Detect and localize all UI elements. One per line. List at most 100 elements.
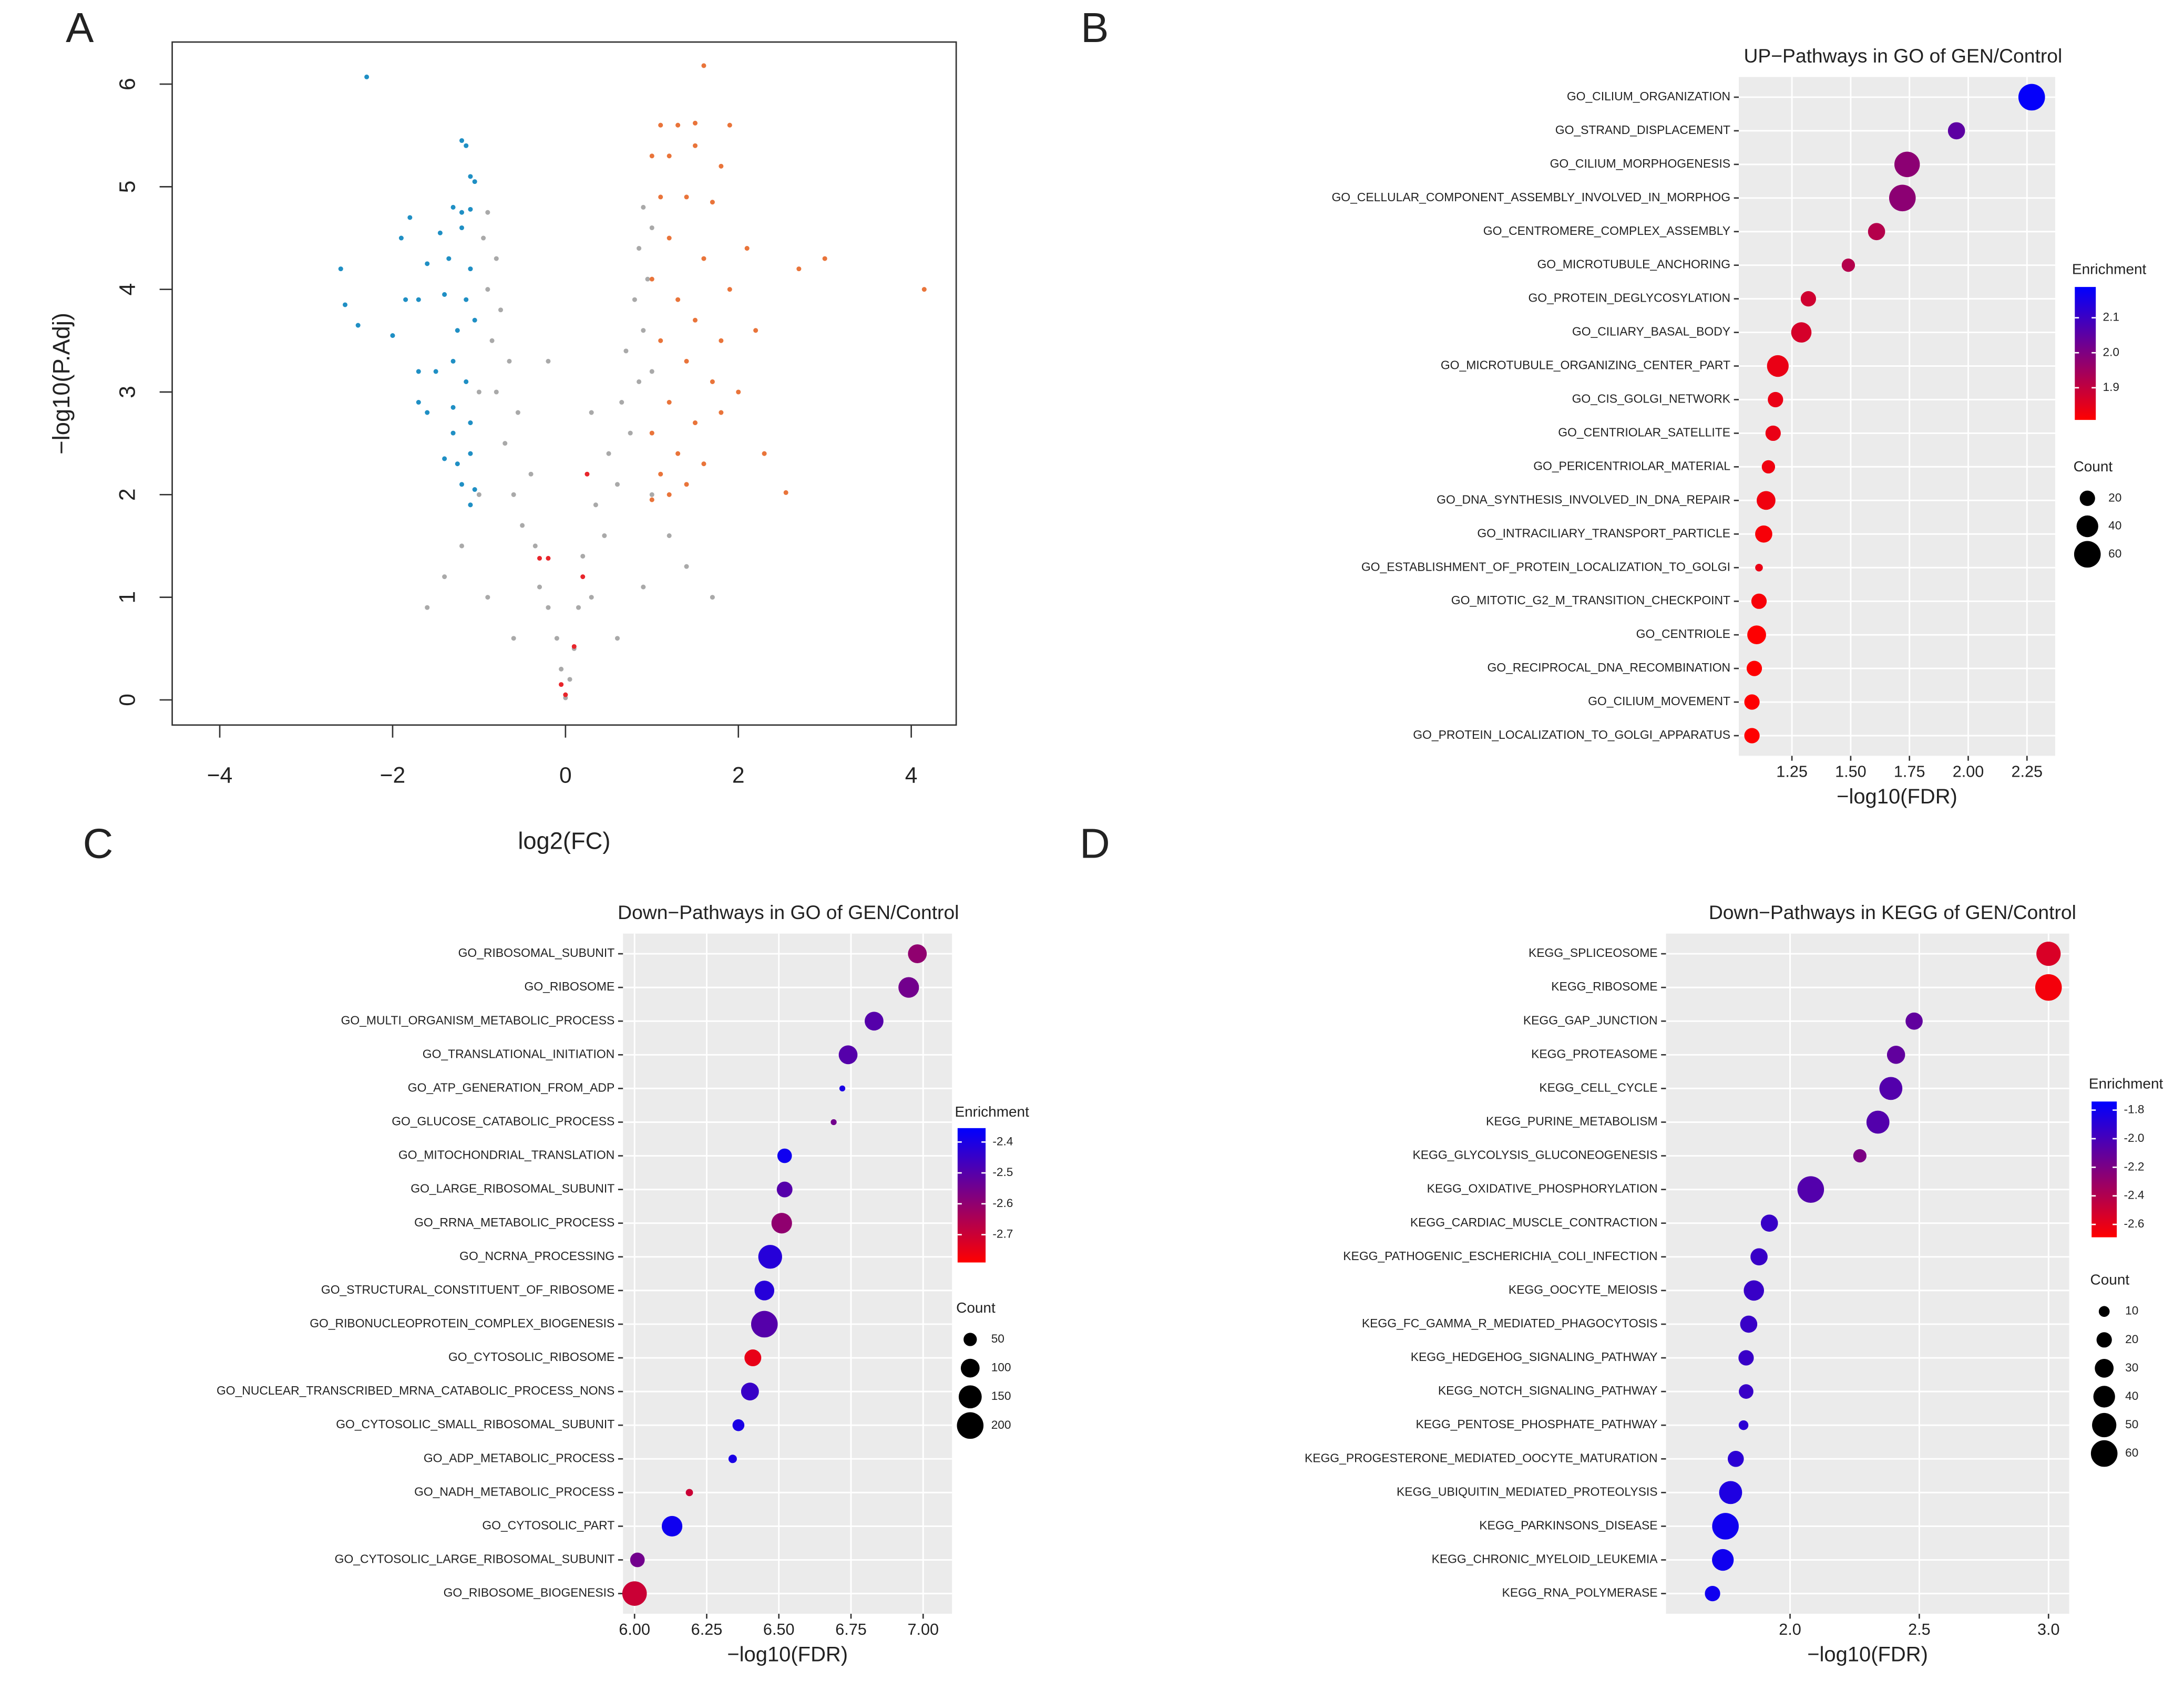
- bubble: [1765, 425, 1781, 441]
- bubble: [1739, 1384, 1754, 1399]
- y-tick-label: KEGG_GAP_JUNCTION: [1523, 1013, 1658, 1027]
- y-tick-label: KEGG_NOTCH_SIGNALING_PATHWAY: [1438, 1384, 1658, 1397]
- size-key: [2074, 541, 2101, 568]
- y-tick-label: GO_STRAND_DISPLACEMENT: [1555, 123, 1730, 137]
- size-key: [2092, 1412, 2117, 1438]
- bubble: [758, 1245, 782, 1269]
- plot-frame: [171, 41, 957, 726]
- y-tick-label: GO_CENTRIOLAR_SATELLITE: [1558, 425, 1730, 439]
- bubble: [1894, 151, 1920, 178]
- point: [416, 399, 421, 405]
- point: [554, 636, 559, 641]
- colorbar: [957, 1128, 986, 1263]
- bubble: [1797, 1176, 1824, 1203]
- y-tick-label: KEGG_GLYCOLYSIS_GLUCONEOGENESIS: [1413, 1148, 1658, 1162]
- size-key: [2095, 1358, 2114, 1378]
- y-tick-label: GO_MULTI_ORGANISM_METABOLIC_PROCESS: [341, 1013, 615, 1027]
- y-tick-label: KEGG_RNA_POLYMERASE: [1502, 1586, 1658, 1600]
- colorbar-label: -2.4: [2124, 1189, 2144, 1202]
- point: [472, 317, 477, 323]
- x-tick-label: 7.00: [907, 1621, 939, 1638]
- panel-label: B: [1081, 4, 1109, 51]
- size-label: 100: [991, 1361, 1011, 1374]
- point: [407, 215, 413, 220]
- point: [450, 405, 456, 410]
- point: [390, 333, 395, 338]
- point: [580, 574, 586, 580]
- point: [442, 456, 447, 461]
- y-tick-label: GO_CIS_GOLGI_NETWORK: [1572, 392, 1731, 406]
- point: [710, 379, 715, 384]
- point: [641, 584, 646, 590]
- point: [628, 430, 633, 436]
- point: [692, 143, 698, 148]
- point: [675, 297, 681, 302]
- y-tick-label: KEGG_OXIDATIVE_PHOSPHORYLATION: [1427, 1182, 1658, 1195]
- point: [684, 482, 689, 487]
- size-label: 50: [991, 1332, 1004, 1345]
- bubble: [1841, 259, 1855, 272]
- point: [692, 317, 698, 323]
- x-tick-label: 3.0: [2037, 1621, 2060, 1638]
- point: [468, 266, 473, 272]
- x-tick-label: 6.00: [619, 1621, 650, 1638]
- colorbar-label: -2.7: [992, 1228, 1013, 1241]
- bubble: [1800, 291, 1817, 307]
- colorbar-label: -2.4: [992, 1135, 1013, 1148]
- y-tick-label: KEGG_UBIQUITIN_MEDIATED_PROTEOLYSIS: [1397, 1484, 1658, 1498]
- point: [567, 677, 572, 682]
- size-key: [957, 1412, 984, 1439]
- point: [675, 451, 681, 456]
- bubble: [1868, 223, 1885, 241]
- y-tick-label: GO_LARGE_RIBOSOMAL_SUBUNIT: [411, 1182, 614, 1195]
- bubble: [1744, 1280, 1765, 1301]
- point: [719, 163, 724, 169]
- y-tick-label: GO_MICROTUBULE_ANCHORING: [1537, 257, 1730, 271]
- bubble: [1757, 491, 1776, 510]
- y-tick-label: KEGG_RIBOSOME: [1551, 979, 1657, 993]
- point: [468, 451, 473, 456]
- point: [459, 138, 465, 143]
- bubble: [1791, 322, 1812, 343]
- bubble: [1744, 694, 1760, 710]
- point: [476, 389, 481, 395]
- y-tick-label: KEGG_PROGESTERONE_MEDIATED_OOCYTE_MATURA…: [1305, 1451, 1658, 1465]
- point: [468, 420, 473, 426]
- bubble: [2035, 974, 2062, 1001]
- legend-title: Count: [2074, 458, 2113, 475]
- point: [571, 644, 577, 649]
- y-tick-label: 0: [115, 694, 140, 706]
- y-tick-label: GO_ADP_METABOLIC_PROCESS: [424, 1451, 614, 1465]
- x-tick-label: 0: [559, 763, 572, 788]
- x-tick-label: 2.00: [1953, 762, 1984, 780]
- size-key: [960, 1358, 980, 1378]
- point: [559, 682, 564, 687]
- point: [649, 497, 654, 502]
- y-tick-label: 1: [115, 591, 140, 604]
- size-key: [2096, 1332, 2112, 1348]
- point: [355, 323, 361, 328]
- y-tick-label: GO_GLUCOSE_CATABOLIC_PROCESS: [392, 1115, 614, 1128]
- bubble: [1866, 1110, 1890, 1134]
- y-tick-label: GO_STRUCTURAL_CONSTITUENT_OF_RIBOSOME: [321, 1283, 614, 1296]
- point: [606, 451, 611, 456]
- point: [546, 555, 551, 561]
- x-tick-label: 2.0: [1779, 1621, 1801, 1638]
- point: [692, 120, 698, 126]
- x-tick-label: −4: [207, 763, 233, 788]
- point: [719, 338, 724, 343]
- y-tick-label: GO_ESTABLISHMENT_OF_PROTEIN_LOCALIZATION…: [1361, 560, 1730, 573]
- point: [485, 210, 490, 215]
- bubble: [1760, 1214, 1778, 1232]
- bubble: [1746, 661, 1762, 676]
- y-tick-label: KEGG_PENTOSE_PHOSPHATE_PATHWAY: [1416, 1417, 1657, 1431]
- size-label: 10: [2125, 1304, 2138, 1317]
- point: [710, 200, 715, 205]
- bubble: [751, 1311, 778, 1338]
- point: [585, 471, 590, 477]
- bubble: [1750, 1248, 1768, 1266]
- bubble: [630, 1552, 645, 1567]
- size-key: [2098, 1306, 2110, 1317]
- bubble: [1905, 1012, 1923, 1030]
